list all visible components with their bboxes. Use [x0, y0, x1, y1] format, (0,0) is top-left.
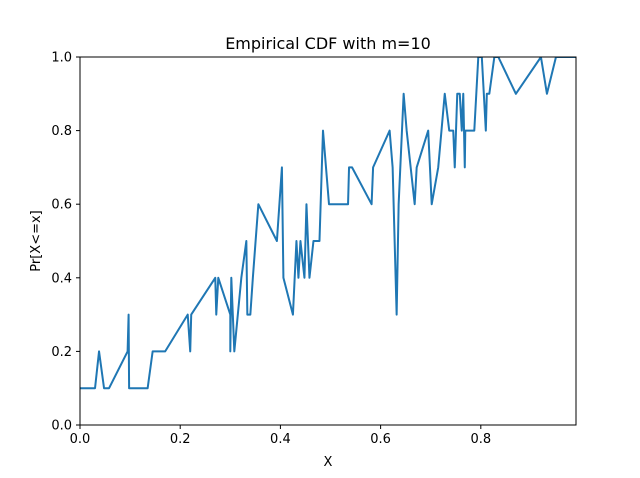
x-axis: 0.0 0.2 0.4 0.6 0.8	[70, 425, 491, 447]
y-tick-label: 0.6	[51, 198, 72, 213]
plot-frame	[79, 56, 577, 426]
x-tick-label: 0.6	[370, 432, 391, 447]
series-layer	[80, 57, 576, 390]
x-tick-label: 0.2	[170, 432, 191, 447]
x-axis-label: X	[324, 455, 333, 470]
series-line-0	[80, 57, 576, 390]
y-tick-label: 1.0	[51, 51, 72, 66]
chart-title: Empirical CDF with m=10	[225, 34, 431, 53]
y-tick-label: 0.2	[51, 345, 72, 360]
y-axis-label: Pr[X<=x]	[29, 210, 44, 271]
x-tick-label: 0.4	[270, 432, 291, 447]
y-tick-label: 0.0	[51, 419, 72, 434]
y-tick-label: 0.8	[51, 124, 72, 139]
y-tick-label: 0.4	[51, 271, 72, 286]
x-tick-label: 0.0	[70, 432, 91, 447]
plot-area	[80, 57, 576, 425]
y-axis: 0.0 0.2 0.4 0.6 0.8 1.0	[51, 51, 80, 434]
x-tick-label: 0.8	[470, 432, 491, 447]
